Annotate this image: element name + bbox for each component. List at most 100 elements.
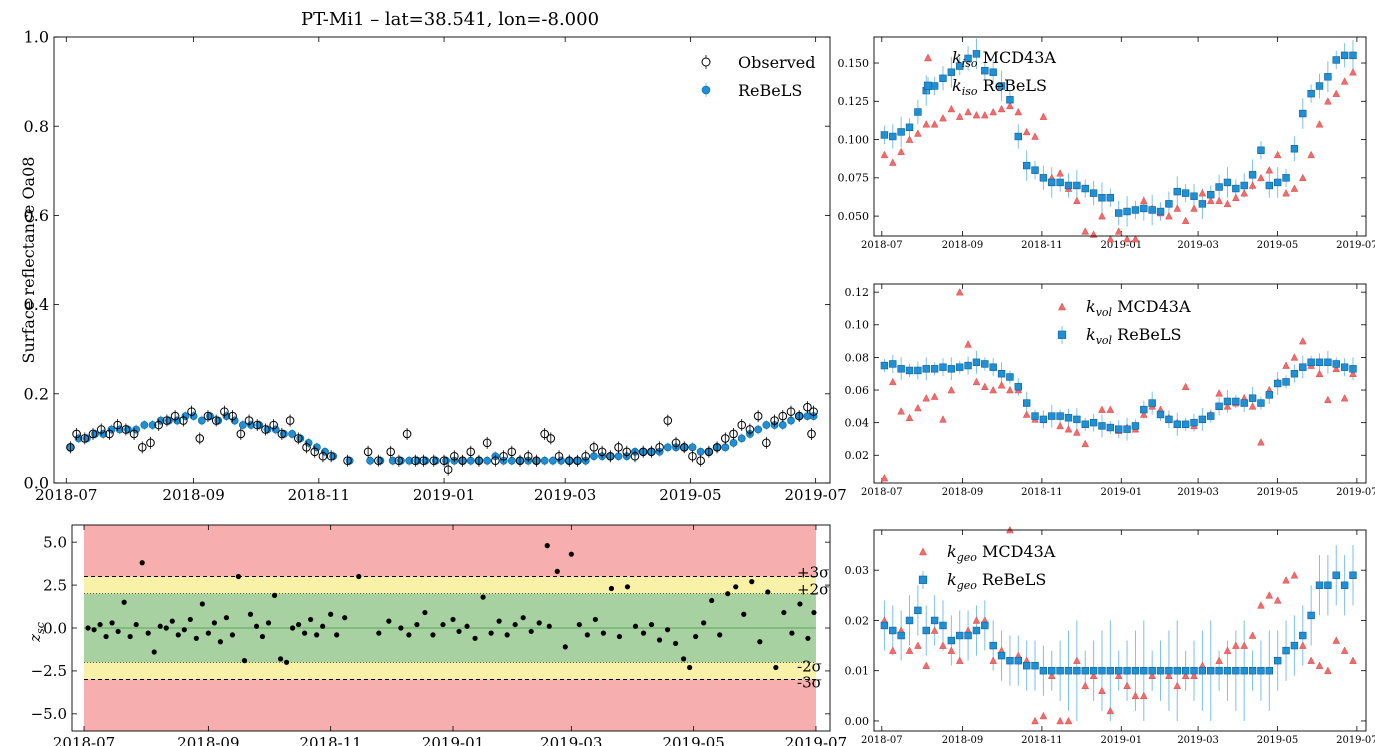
y-tick-label: 0.0 (43, 619, 67, 637)
kiso-legend-label-mcd43a: kiso MCD43A (952, 48, 1056, 70)
legend-rebels-label: ReBeLS (738, 81, 802, 100)
kiso-axes: 2018-07 2018-09 2018-11 2019-01 2019-03 2019-… (838, 37, 1375, 251)
x-tick-label: 2019-03 (534, 486, 596, 504)
observed-point (589, 443, 599, 452)
zscore-point (600, 630, 607, 636)
kvol-mcd43a-marker (1340, 394, 1349, 402)
rebels-point (696, 447, 705, 456)
zscore-point (193, 635, 199, 641)
zscore-point (664, 627, 671, 633)
sigma-band-label: +2σ (797, 581, 829, 599)
y-tick-label: −5.0 (31, 705, 67, 723)
observed-point (647, 447, 656, 457)
kiso-rebels-marker (947, 68, 956, 76)
kiso-mcd43a-marker (930, 120, 939, 128)
observed-point (443, 465, 453, 474)
zscore-point (608, 585, 615, 592)
kvol-rebels-marker (1282, 378, 1290, 386)
zscore-point (121, 599, 127, 605)
zscore-point (259, 633, 266, 640)
y-tick-label: 5.0 (43, 533, 67, 551)
zscore-point (701, 620, 707, 626)
x-tick-label: 2018-07 (861, 735, 903, 746)
kgeo-rebels-marker (1349, 571, 1357, 579)
observed-point (794, 411, 804, 421)
observed-point (244, 416, 254, 425)
kgeo-mcd43a-marker (1315, 661, 1324, 669)
x-tick-label: 2018-09 (162, 486, 224, 504)
y-tick-label: 0.8 (24, 117, 49, 136)
kvol-rebels-marker (981, 360, 989, 368)
kvol-rebels-marker (1156, 410, 1165, 419)
kiso-rebels-marker (1114, 209, 1123, 217)
zscore-point (811, 609, 817, 616)
rebels-point (590, 452, 598, 461)
kiso-mcd43a-marker (1022, 127, 1031, 136)
kiso-rebels-marker (1257, 146, 1265, 154)
observed-point (402, 429, 412, 439)
kiso-rebels-marker (1073, 181, 1081, 190)
kgeo-mcd43a-marker (1332, 636, 1341, 644)
kvol-rebels-marker (1148, 399, 1156, 407)
x-tick-label: 2018-09 (942, 487, 984, 498)
zscore-point (450, 616, 456, 623)
zscore-point (109, 620, 115, 626)
kvol-rebels-marker (964, 361, 972, 370)
zscore-point (205, 630, 211, 636)
legend-k-symbol: k (1086, 325, 1096, 344)
kgeo-rebels-marker (1181, 666, 1190, 675)
rebels-point (140, 421, 149, 429)
zscore-point (217, 639, 223, 645)
kiso-mcd43a-marker (888, 158, 897, 166)
zscore-point (496, 618, 502, 624)
sigma-band-label: -3σ (797, 674, 822, 692)
kvol-rebels-marker (1232, 397, 1240, 406)
rebels-point (189, 412, 198, 420)
kiso-mcd43a-marker (1114, 227, 1123, 235)
zscore-point (229, 632, 236, 638)
kvol-mcd43a-marker (939, 415, 947, 423)
observed-point (573, 456, 582, 466)
kgeo-rebels-marker (1123, 666, 1131, 675)
observed-point (363, 447, 373, 457)
kiso-mcd43a-marker (1307, 150, 1315, 159)
x-tick-label: 2018-11 (300, 734, 362, 746)
rebels-point (754, 425, 763, 434)
kiso-mcd43a-marker (1073, 196, 1081, 205)
legend-k-symbol: k (1086, 297, 1096, 316)
kiso-mcd43a-marker (939, 113, 947, 122)
kgeo-mcd43a-marker (1232, 641, 1240, 649)
kvol-mcd43a-marker (1248, 402, 1257, 410)
kvol-mcd43a-marker (955, 288, 964, 296)
kvol-rebels-marker (1165, 415, 1173, 424)
kgeo-mcd43a-marker (1282, 576, 1290, 584)
rebels-point (614, 452, 623, 461)
kvol-mcd43a-marker (989, 385, 997, 394)
kgeo-mcd43a-marker (972, 616, 981, 624)
kiso-mcd43a-marker (997, 104, 1006, 113)
kiso-mcd43a-marker (914, 129, 922, 137)
y-tick-label: 0.0 (24, 474, 49, 493)
kvol-rebels-marker (1265, 391, 1274, 399)
kiso-rebels-marker (1173, 187, 1181, 196)
observed-point (129, 429, 139, 439)
kgeo-mcd43a-marker (1073, 656, 1081, 664)
kvol-mcd43a-marker (997, 380, 1006, 389)
legend-k-subscript: vol (1096, 306, 1113, 319)
observed-point (137, 443, 147, 452)
kiso-mcd43a-marker (880, 150, 889, 159)
kiso-rebels-marker (1014, 132, 1022, 141)
x-tick-label: 2018-11 (1021, 487, 1063, 498)
zscore-point (302, 630, 308, 636)
kiso-mcd43a-marker (1206, 196, 1215, 205)
kgeo-rebels-marker (1006, 656, 1014, 665)
kgeo-rebels-marker (1131, 666, 1140, 675)
kvol-mcd43a-marker (880, 473, 889, 482)
zscore-point (472, 635, 478, 641)
kvol-mcd43a-marker (1223, 402, 1232, 410)
kiso-rebels-marker (1048, 178, 1056, 187)
kiso-rebels-marker (1273, 178, 1282, 187)
zscore-point (624, 584, 631, 590)
zscore-point (414, 621, 420, 628)
kgeo-mcd43a-marker (1181, 671, 1190, 679)
